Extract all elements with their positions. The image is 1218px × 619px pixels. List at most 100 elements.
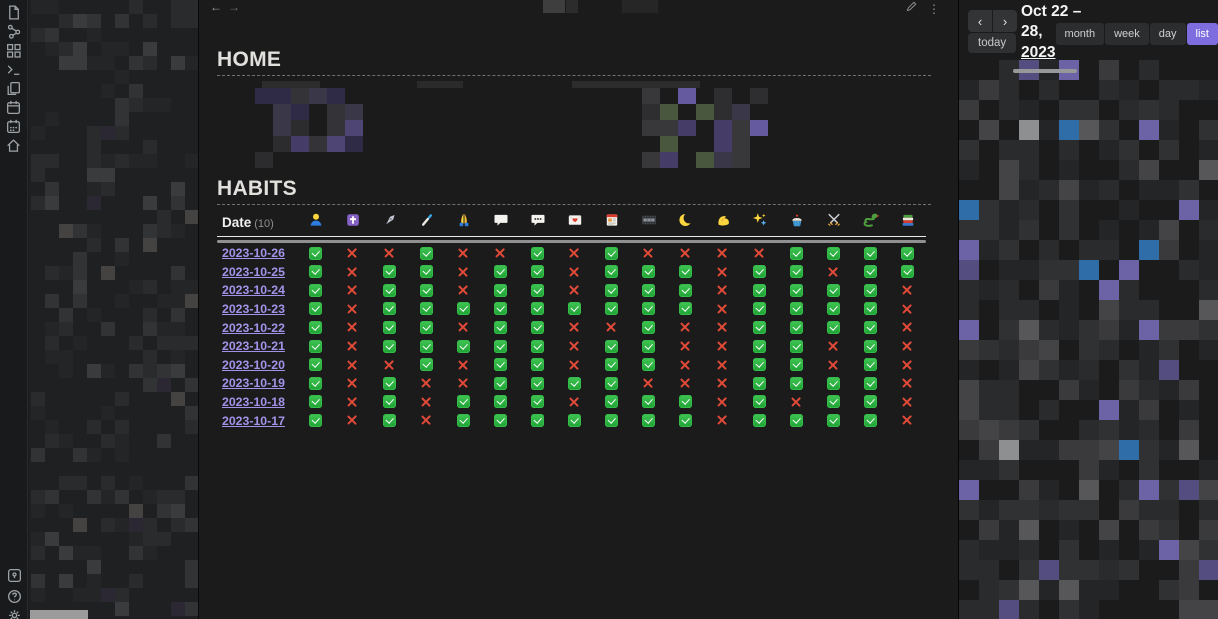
forward-arrow-icon[interactable]: → (228, 0, 246, 14)
check-icon (420, 246, 433, 260)
calendar-view-switcher: month week day list (1055, 23, 1218, 45)
check-icon (309, 265, 322, 279)
cross-icon (716, 265, 729, 278)
cross-icon (346, 414, 359, 427)
home-icon[interactable] (2, 136, 26, 155)
check-icon (864, 358, 877, 372)
cross-icon (827, 358, 840, 371)
cross-icon (568, 284, 581, 297)
check-icon (531, 320, 544, 334)
cross-icon (679, 247, 692, 260)
cross-icon (457, 321, 470, 334)
habit-row: 2023-10-22 (217, 318, 926, 337)
check-icon (679, 265, 692, 279)
habit-column-snake-icon (852, 212, 889, 237)
more-options-icon[interactable]: ⋮ (928, 2, 940, 16)
calendar-nav: ‹ › (968, 10, 1017, 32)
date-link[interactable]: 2023-10-20 (222, 357, 285, 372)
check-icon (753, 376, 766, 390)
edit-mode-icon[interactable] (905, 0, 918, 18)
check-icon (679, 413, 692, 427)
check-icon (309, 320, 322, 334)
cross-icon (716, 340, 729, 353)
help-icon[interactable] (2, 587, 26, 606)
habit-column-crossed-swords-icon (815, 212, 852, 237)
home-heading: HOME (217, 48, 282, 71)
calendar-icon[interactable] (2, 98, 26, 117)
date-link[interactable]: 2023-10-19 (222, 376, 285, 391)
check-icon (901, 246, 914, 260)
date-column-header: Date (10) (217, 212, 297, 237)
check-icon (494, 320, 507, 334)
cross-icon (679, 358, 692, 371)
check-icon (642, 265, 655, 279)
graph-icon[interactable] (2, 22, 26, 41)
check-icon (494, 339, 507, 353)
check-icon (753, 302, 766, 316)
check-icon (420, 283, 433, 297)
check-icon (494, 413, 507, 427)
cross-icon (346, 302, 359, 315)
check-icon (679, 395, 692, 409)
note-pane: ←→ ⋮ HOME HABITS (200, 0, 958, 619)
check-icon (420, 339, 433, 353)
prev-week-button[interactable]: ‹ (968, 10, 992, 32)
dashboard-icon[interactable] (2, 41, 26, 60)
cross-icon (642, 377, 655, 390)
cross-icon (383, 247, 396, 260)
check-icon (642, 358, 655, 372)
habits-heading: HABITS (217, 177, 297, 200)
next-week-button[interactable]: › (993, 10, 1017, 32)
back-arrow-icon[interactable]: ← (210, 0, 228, 14)
date-link[interactable]: 2023-10-26 (222, 246, 285, 261)
cross-icon (568, 265, 581, 278)
cross-icon (901, 377, 914, 390)
check-icon (901, 265, 914, 279)
check-icon (864, 320, 877, 334)
view-button-list[interactable]: list (1186, 23, 1218, 45)
check-icon (383, 320, 396, 334)
date-link[interactable]: 2023-10-17 (222, 413, 285, 428)
date-link[interactable]: 2023-10-21 (222, 339, 285, 354)
check-icon (790, 246, 803, 260)
vault-icon[interactable] (2, 566, 26, 585)
periodic-notes-icon[interactable] (2, 117, 26, 136)
check-icon (531, 413, 544, 427)
check-icon (753, 339, 766, 353)
check-icon (531, 376, 544, 390)
daily-note-icon[interactable] (2, 3, 26, 22)
check-icon (457, 395, 470, 409)
date-link[interactable]: 2023-10-24 (222, 283, 285, 298)
date-link[interactable]: 2023-10-23 (222, 302, 285, 317)
habit-column-flexed-biceps-icon (704, 212, 741, 237)
date-link[interactable]: 2023-10-18 (222, 395, 285, 410)
today-button[interactable]: today (968, 33, 1017, 53)
date-link[interactable]: 2023-10-22 (222, 320, 285, 335)
view-button-day[interactable]: day (1149, 23, 1186, 45)
settings-icon[interactable] (2, 608, 26, 619)
date-link[interactable]: 2023-10-25 (222, 264, 285, 279)
templates-icon[interactable] (2, 79, 26, 98)
check-icon (309, 376, 322, 390)
file-explorer-panel[interactable] (29, 0, 199, 619)
check-icon (309, 358, 322, 372)
view-button-week[interactable]: week (1105, 23, 1149, 45)
table-scrollbar[interactable] (217, 239, 926, 243)
cross-icon (901, 302, 914, 315)
terminal-icon[interactable] (2, 60, 26, 79)
cross-icon (420, 414, 433, 427)
cross-icon (346, 265, 359, 278)
view-button-month[interactable]: month (1055, 23, 1105, 45)
check-icon (790, 265, 803, 279)
check-icon (679, 283, 692, 297)
check-icon (531, 302, 544, 316)
check-icon (494, 283, 507, 297)
habit-column-books-icon (889, 212, 926, 237)
cross-icon (346, 321, 359, 334)
habit-column-fountain-pen-icon (371, 212, 408, 237)
cross-icon (827, 340, 840, 353)
check-icon (494, 376, 507, 390)
check-icon (309, 339, 322, 353)
redacted-tab (566, 0, 578, 13)
cross-icon (457, 284, 470, 297)
